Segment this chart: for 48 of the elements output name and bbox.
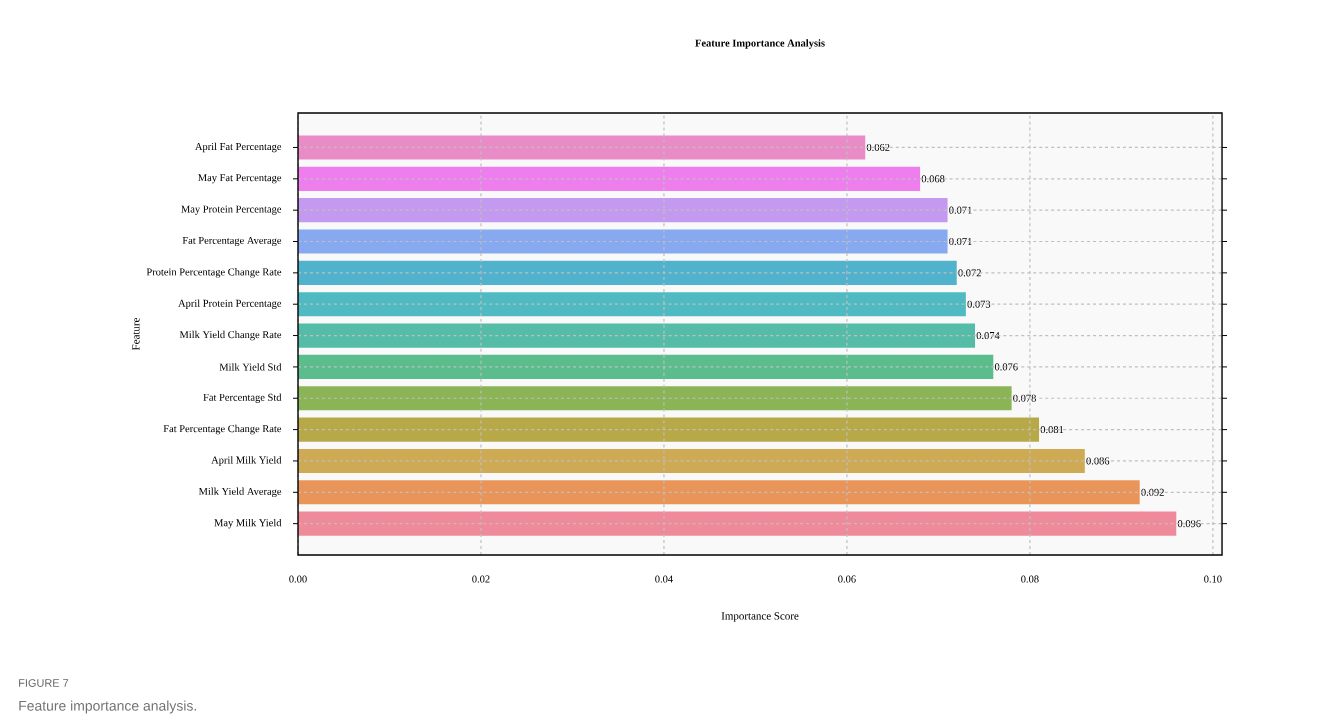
y-tick-label: Milk Yield Std <box>219 363 282 371</box>
data-label: 0.081 <box>1040 426 1064 434</box>
data-label: 0.071 <box>949 237 972 246</box>
bar <box>298 417 1040 442</box>
bar <box>298 135 866 160</box>
x-tick-label: 0.02 <box>472 575 490 583</box>
data-label: 0.092 <box>1141 488 1164 496</box>
text: Feature importance analysis. <box>19 700 196 714</box>
data-label: 0.073 <box>967 300 991 308</box>
y-tick-label: April Milk Yield <box>211 456 282 466</box>
data-label: 0.068 <box>921 175 945 183</box>
x-tick-label: 0.08 <box>1021 575 1039 583</box>
y-tick-label: Milk Yield Average <box>198 487 282 498</box>
x-tick-label: 0.10 <box>1204 575 1222 583</box>
data-label: 0.071 <box>949 206 972 214</box>
bar <box>298 166 921 191</box>
x-axis-title: Importance Score <box>721 612 799 622</box>
y-tick-label: Protein Percentage Change Rate <box>146 268 282 278</box>
y-tick-label: April Fat Percentage <box>195 142 282 153</box>
y-tick-label: May Fat Percentage <box>198 174 282 184</box>
data-label: 0.078 <box>1013 394 1036 402</box>
x-tick-label: 0.04 <box>655 575 673 583</box>
data-label: 0.062 <box>866 143 890 152</box>
bar <box>298 292 966 317</box>
y-tick-label: Fat Percentage Average <box>182 236 282 247</box>
bar <box>298 480 1140 505</box>
x-tick-label: 0.00 <box>289 575 307 583</box>
bar <box>298 323 976 348</box>
bar <box>298 354 994 379</box>
y-tick-label: Milk Yield Change Rate <box>179 330 282 341</box>
bar <box>298 511 1177 536</box>
bar <box>298 198 948 223</box>
y-tick-label: May Protein Percentage <box>181 205 282 215</box>
x-tick-label: 0.06 <box>838 575 856 583</box>
data-label: 0.086 <box>1086 457 1110 465</box>
bar <box>298 260 957 285</box>
data-label: 0.076 <box>994 363 1018 371</box>
chart-title: Feature Importance Analysis <box>695 39 825 49</box>
bar <box>298 448 1085 474</box>
bar <box>298 386 1012 411</box>
caption: FIGURE 7 <box>19 679 69 687</box>
y-tick-label: Fat Percentage Change Rate <box>163 424 282 435</box>
y-axis-title: Feature <box>132 317 140 351</box>
y-tick-label: April Protein Percentage <box>178 299 282 309</box>
data-label: 0.072 <box>958 269 981 277</box>
y-tick-label: Fat Percentage Std <box>203 393 282 403</box>
bar <box>298 229 948 254</box>
y-tick-label: May Milk Yield <box>214 518 282 529</box>
